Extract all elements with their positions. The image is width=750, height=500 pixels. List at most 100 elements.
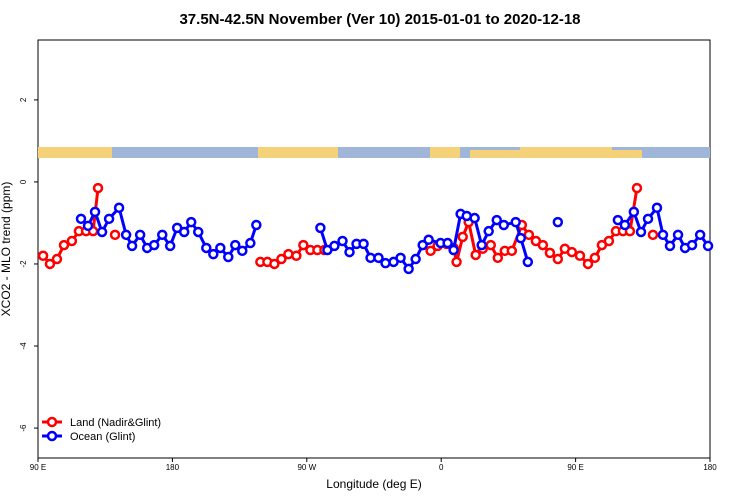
point (651, 202, 663, 214)
point (215, 242, 226, 254)
point (51, 253, 63, 265)
point (425, 245, 436, 257)
x-tick-label: 180 (166, 463, 180, 472)
point (582, 258, 594, 270)
point (237, 245, 248, 257)
point (329, 240, 340, 252)
point (291, 250, 302, 262)
y-tick-label: 2 (19, 97, 28, 102)
point (694, 229, 706, 241)
legend-label: Land (Nadir&Glint) (70, 417, 161, 429)
point (619, 219, 631, 231)
point (134, 229, 146, 241)
point (642, 213, 654, 225)
point (44, 258, 56, 270)
y-tick-label: 0 (19, 179, 28, 184)
point (523, 229, 535, 241)
point (75, 213, 87, 225)
point (476, 239, 487, 251)
legend-marker (46, 416, 58, 428)
point (612, 214, 624, 226)
point (223, 251, 234, 263)
point (485, 239, 497, 251)
point (201, 242, 212, 254)
x-tick-label: 0 (439, 463, 444, 472)
point (337, 235, 348, 247)
point (631, 182, 643, 194)
map-strip (38, 147, 710, 158)
point (373, 252, 384, 264)
point (96, 226, 108, 238)
point (89, 206, 101, 218)
point (120, 229, 132, 241)
point (657, 229, 669, 241)
x-tick-label: 90 W (297, 463, 316, 472)
point (185, 216, 197, 228)
point (492, 252, 504, 264)
point (164, 240, 176, 252)
point (380, 257, 391, 269)
x-axis-label: Longitude (deg E) (326, 477, 421, 491)
point (192, 226, 204, 238)
point (358, 238, 369, 250)
legend-marker (46, 430, 58, 442)
point (544, 247, 556, 259)
point (469, 212, 480, 224)
point (344, 246, 355, 258)
point (506, 245, 518, 257)
y-tick-label: -4 (19, 342, 28, 350)
point (148, 239, 160, 251)
x-tick-label: 180 (703, 463, 717, 472)
point (537, 239, 549, 251)
point (156, 229, 168, 241)
point (470, 249, 481, 261)
point (245, 237, 256, 249)
point (566, 246, 578, 258)
point (410, 253, 421, 265)
point (178, 226, 190, 238)
point (230, 239, 241, 251)
point (298, 239, 309, 251)
x-tick-label: 90 E (30, 463, 46, 472)
y-axis-label: XCO2 - MLO trend (ppm) (0, 182, 13, 317)
point (686, 239, 698, 251)
point (491, 214, 503, 226)
point (647, 229, 659, 241)
point (498, 219, 510, 231)
point (483, 225, 494, 237)
point (448, 244, 459, 256)
point (664, 240, 676, 252)
point (92, 182, 104, 194)
point (58, 239, 70, 251)
point (574, 250, 586, 262)
point (635, 226, 647, 238)
point (269, 258, 280, 270)
point (126, 240, 138, 252)
point (113, 202, 125, 214)
legend: Land (Nadir&Glint) Ocean (Glint) (42, 416, 161, 443)
chart-title: 37.5N-42.5N November (Ver 10) 2015-01-01… (179, 11, 580, 28)
point (515, 232, 527, 244)
point (423, 234, 434, 246)
point (552, 216, 564, 228)
point (315, 222, 326, 234)
point (702, 240, 714, 252)
point (552, 253, 564, 265)
point (109, 229, 121, 241)
point (522, 256, 534, 268)
point (457, 231, 468, 243)
legend-label: Ocean (Glint) (70, 431, 135, 443)
y-tick-label: -2 (19, 260, 28, 268)
point (103, 213, 115, 225)
point (395, 252, 406, 264)
point (403, 263, 414, 275)
point (451, 256, 462, 268)
point (672, 229, 684, 241)
point (442, 237, 453, 249)
point (276, 253, 287, 265)
point (628, 206, 640, 218)
point (510, 216, 521, 228)
point (603, 235, 615, 247)
point (82, 220, 94, 232)
